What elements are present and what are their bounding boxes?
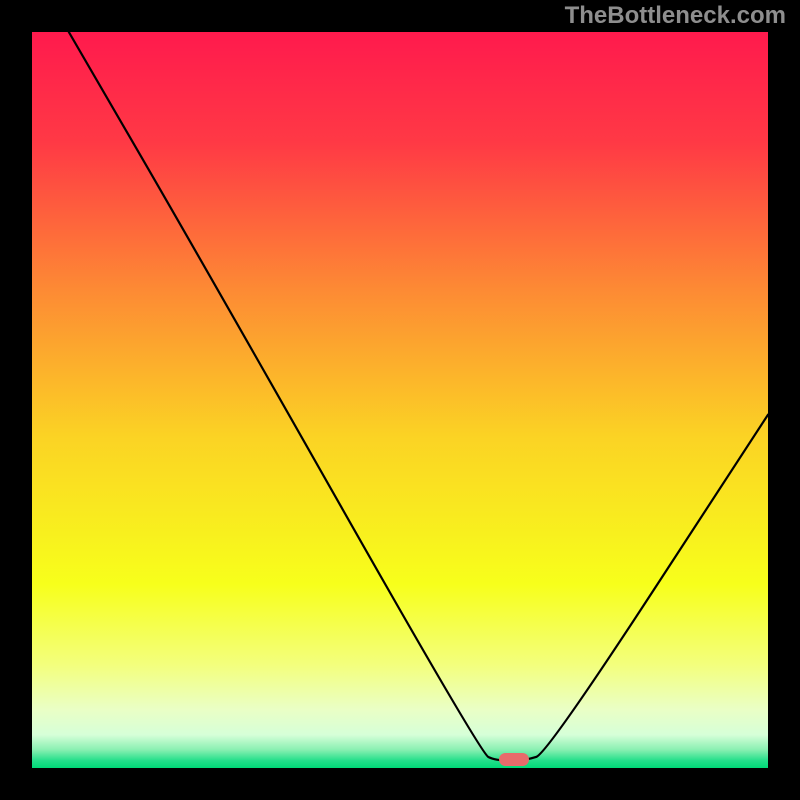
watermark-label: TheBottleneck.com [565,2,786,30]
plot-area [32,32,768,768]
bottleneck-curve [32,32,768,768]
optimal-marker [499,753,528,766]
